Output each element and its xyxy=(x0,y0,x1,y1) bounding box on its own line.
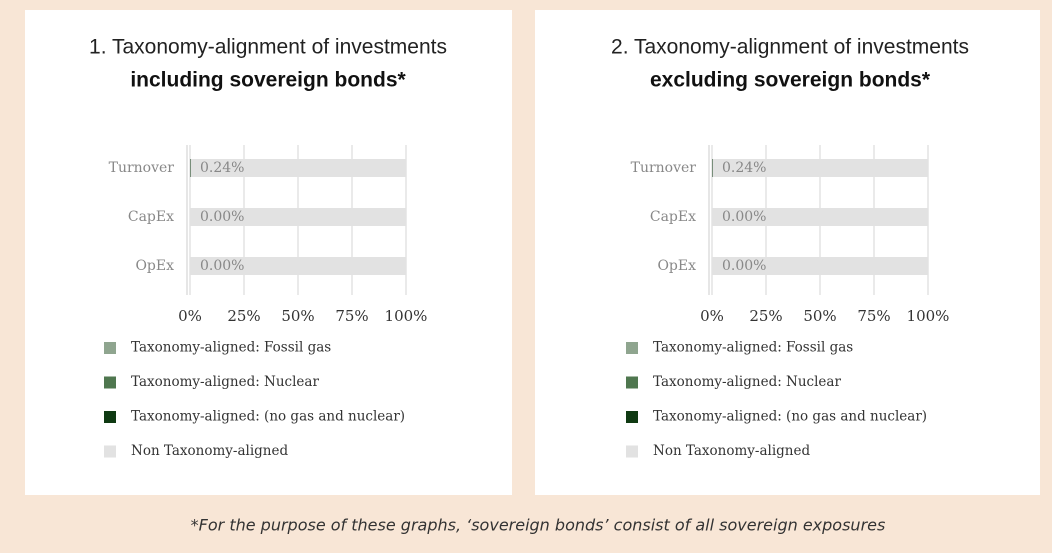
legend-label: Taxonomy-aligned: Fossil gas xyxy=(131,340,331,356)
value-label: 0.24% xyxy=(722,160,766,176)
legend-swatch xyxy=(104,445,116,458)
legend-swatch xyxy=(104,411,116,423)
legend-label: Taxonomy-aligned: Nuclear xyxy=(131,374,319,390)
legend-swatch xyxy=(626,376,638,389)
value-label: 0.00% xyxy=(200,209,244,225)
value-label: 0.00% xyxy=(722,258,766,274)
value-label: 0.00% xyxy=(722,209,766,225)
chart-subtitle: including sovereign bonds* xyxy=(130,69,406,92)
legend-swatch xyxy=(104,342,116,354)
x-tick-label: 100% xyxy=(907,307,950,325)
legend-swatch xyxy=(626,445,638,458)
legend-label: Taxonomy-aligned: (no gas and nuclear) xyxy=(653,409,927,425)
value-label: 0.24% xyxy=(200,160,244,176)
bar-segment xyxy=(712,159,928,177)
chart-title: 1. Taxonomy-alignment of investments xyxy=(89,36,447,59)
bar-segment xyxy=(190,159,191,177)
x-tick-label: 50% xyxy=(803,307,836,325)
x-tick-label: 25% xyxy=(749,307,782,325)
legend-swatch xyxy=(626,342,638,354)
x-tick-label: 0% xyxy=(178,307,202,325)
y-tick-label: OpEx xyxy=(135,258,174,274)
y-tick-label: CapEx xyxy=(128,209,174,225)
y-tick-label: Turnover xyxy=(109,160,175,176)
bar-segment xyxy=(712,257,928,275)
footnote: *For the purpose of these graphs, ‘sover… xyxy=(191,516,886,535)
bar-segment xyxy=(712,159,713,177)
y-tick-label: CapEx xyxy=(650,209,696,225)
bar-segment xyxy=(712,208,928,226)
bar-segment xyxy=(190,208,406,226)
x-tick-label: 0% xyxy=(700,307,724,325)
legend-label: Non Taxonomy-aligned xyxy=(131,443,288,459)
chart-subtitle: excluding sovereign bonds* xyxy=(650,69,931,92)
legend-label: Taxonomy-aligned: (no gas and nuclear) xyxy=(131,409,405,425)
x-tick-label: 50% xyxy=(281,307,314,325)
x-tick-label: 100% xyxy=(385,307,428,325)
x-tick-label: 75% xyxy=(335,307,368,325)
value-label: 0.00% xyxy=(200,258,244,274)
y-tick-label: Turnover xyxy=(631,160,697,176)
bar-segment xyxy=(190,257,406,275)
legend-swatch xyxy=(104,376,116,389)
legend-label: Non Taxonomy-aligned xyxy=(653,443,810,459)
legend-label: Taxonomy-aligned: Nuclear xyxy=(653,374,841,390)
legend-swatch xyxy=(626,411,638,423)
x-tick-label: 25% xyxy=(227,307,260,325)
panel xyxy=(535,10,1040,495)
bar-segment xyxy=(190,159,406,177)
y-tick-label: OpEx xyxy=(657,258,696,274)
chart-title: 2. Taxonomy-alignment of investments xyxy=(611,36,969,59)
legend-label: Taxonomy-aligned: Fossil gas xyxy=(653,340,853,356)
x-tick-label: 75% xyxy=(857,307,890,325)
